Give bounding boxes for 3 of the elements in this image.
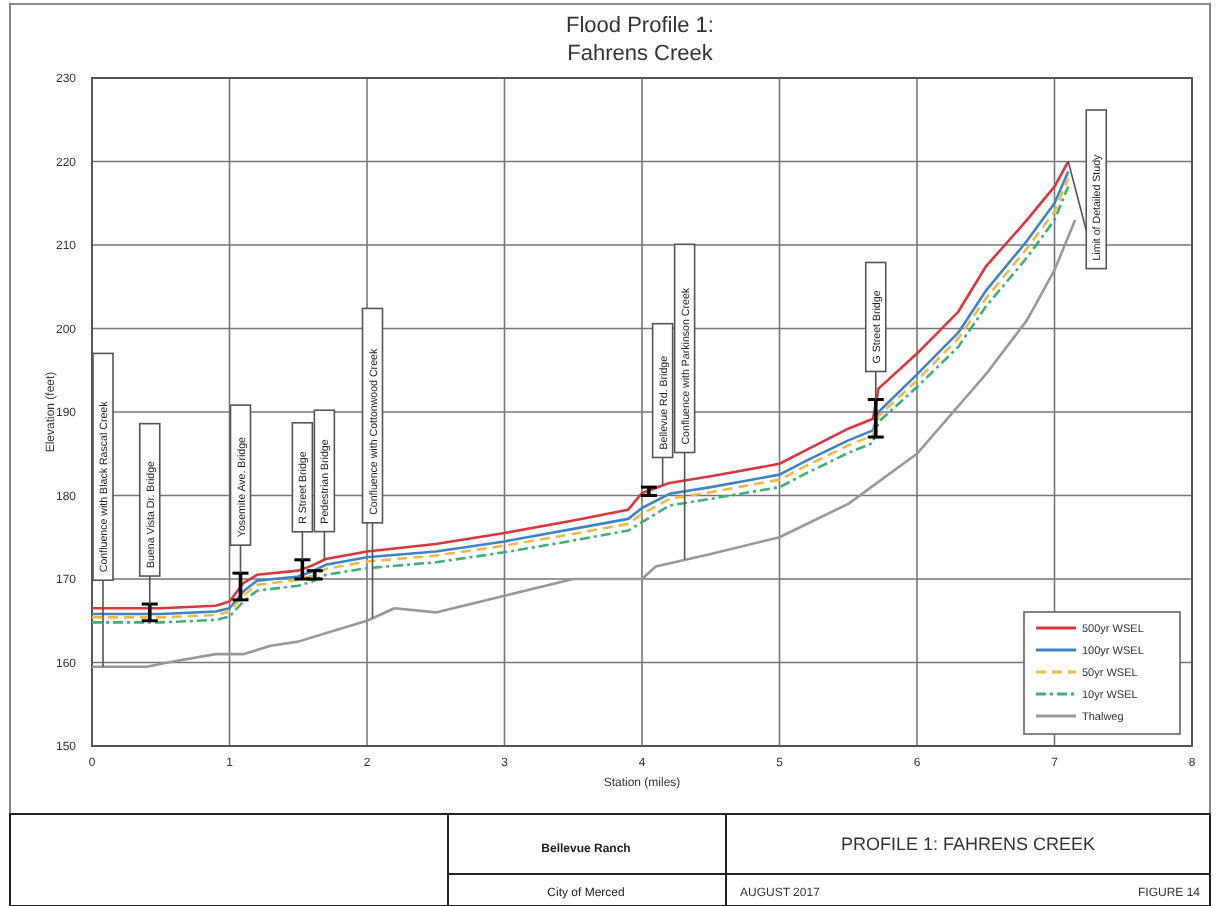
line-series — [90, 218, 1077, 668]
chart-title: Flood Profile 1: Fahrens Creek — [566, 14, 714, 66]
text: PROFILE 1: FAHRENS CREEK — [840, 834, 1096, 854]
